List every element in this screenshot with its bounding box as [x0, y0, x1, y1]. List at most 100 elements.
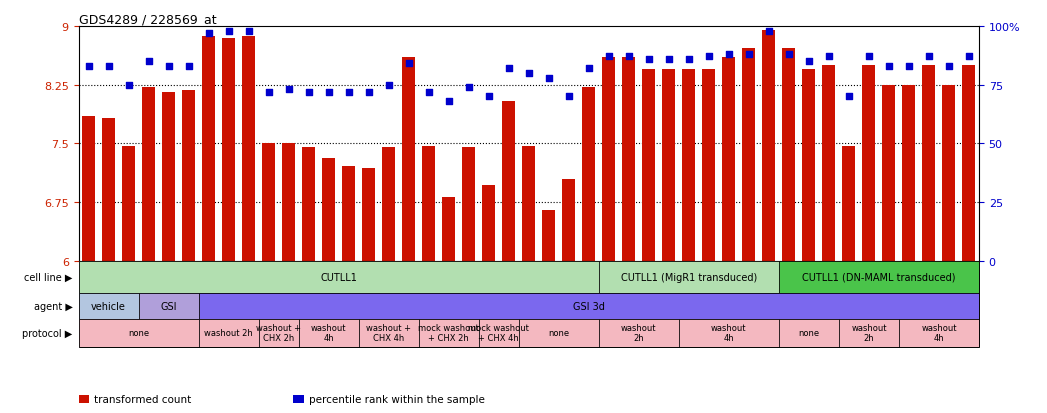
Bar — [779, 261, 979, 293]
Bar — [262, 144, 275, 261]
Bar — [542, 211, 555, 261]
Bar — [298, 319, 359, 347]
Text: washout
4h: washout 4h — [311, 323, 347, 342]
Bar — [678, 319, 779, 347]
Point — [160, 63, 177, 70]
Bar — [922, 66, 935, 261]
Bar — [162, 93, 175, 261]
Bar — [202, 37, 215, 261]
Bar — [483, 185, 495, 261]
Text: washout
4h: washout 4h — [711, 323, 747, 342]
Point — [861, 54, 877, 61]
Text: none: none — [549, 328, 570, 337]
Point — [200, 31, 217, 37]
Bar — [138, 293, 199, 319]
Text: vehicle: vehicle — [91, 301, 126, 311]
Bar — [942, 85, 956, 261]
Bar — [199, 319, 259, 347]
Point — [240, 28, 257, 35]
Point — [420, 89, 437, 96]
Bar — [342, 167, 355, 261]
Point — [500, 66, 517, 72]
Point — [220, 28, 237, 35]
Point — [360, 89, 377, 96]
Bar — [199, 293, 979, 319]
Point — [821, 54, 838, 61]
Bar — [303, 148, 315, 261]
Bar — [79, 293, 138, 319]
Bar — [602, 58, 616, 261]
Bar — [259, 319, 298, 347]
Bar — [122, 146, 135, 261]
Point — [641, 56, 658, 63]
Point — [580, 66, 597, 72]
Bar — [182, 91, 195, 261]
Point — [841, 94, 857, 100]
Point — [740, 52, 757, 58]
Text: none: none — [798, 328, 820, 337]
Bar — [402, 58, 416, 261]
Text: washout 2h: washout 2h — [204, 328, 253, 337]
Bar — [802, 70, 816, 261]
Bar — [462, 147, 475, 261]
Bar — [742, 49, 755, 261]
Point — [300, 89, 317, 96]
Bar — [622, 58, 636, 261]
Text: washout
2h: washout 2h — [621, 323, 656, 342]
Point — [780, 52, 797, 58]
Bar — [422, 146, 436, 261]
Bar — [599, 319, 678, 347]
Point — [760, 28, 777, 35]
Bar — [839, 319, 899, 347]
Text: protocol ▶: protocol ▶ — [22, 328, 72, 338]
Point — [881, 63, 897, 70]
Point — [120, 82, 137, 89]
Bar — [722, 58, 735, 261]
Bar — [562, 180, 575, 261]
Bar — [883, 85, 895, 261]
Point — [801, 59, 818, 65]
Text: mock washout
+ CHX 4h: mock washout + CHX 4h — [468, 323, 529, 342]
Point — [281, 87, 297, 93]
Point — [661, 56, 677, 63]
Bar — [683, 70, 695, 261]
Bar — [843, 146, 855, 261]
Text: none: none — [128, 328, 149, 337]
Point — [600, 54, 617, 61]
Point — [81, 63, 97, 70]
Text: washout
2h: washout 2h — [851, 323, 887, 342]
Text: GSI 3d: GSI 3d — [573, 301, 605, 311]
Bar — [782, 49, 796, 261]
Bar — [518, 319, 599, 347]
Bar — [442, 197, 455, 261]
Bar — [322, 159, 335, 261]
Text: washout +
CHX 4h: washout + CHX 4h — [366, 323, 411, 342]
Text: CUTLL1: CUTLL1 — [320, 272, 357, 282]
Point — [180, 63, 197, 70]
Bar — [503, 102, 515, 261]
Bar — [599, 261, 779, 293]
Bar — [822, 66, 836, 261]
Text: CUTLL1 (MigR1 transduced): CUTLL1 (MigR1 transduced) — [621, 272, 757, 282]
Bar — [663, 70, 675, 261]
Point — [101, 63, 117, 70]
Bar — [79, 319, 199, 347]
Bar — [962, 66, 976, 261]
Text: GDS4289 / 228569_at: GDS4289 / 228569_at — [79, 13, 216, 26]
Point — [400, 61, 417, 68]
Point — [560, 94, 577, 100]
Point — [960, 54, 977, 61]
Bar — [242, 37, 255, 261]
Text: percentile rank within the sample: percentile rank within the sample — [309, 394, 485, 404]
Bar — [142, 88, 155, 261]
Point — [700, 54, 717, 61]
Bar — [82, 117, 95, 261]
Text: CUTLL1 (DN-MAML transduced): CUTLL1 (DN-MAML transduced) — [802, 272, 956, 282]
Bar — [359, 319, 419, 347]
Text: transformed count: transformed count — [94, 394, 192, 404]
Point — [520, 70, 537, 77]
Point — [380, 82, 397, 89]
Point — [540, 75, 557, 82]
Bar — [79, 261, 599, 293]
Bar — [362, 168, 375, 261]
